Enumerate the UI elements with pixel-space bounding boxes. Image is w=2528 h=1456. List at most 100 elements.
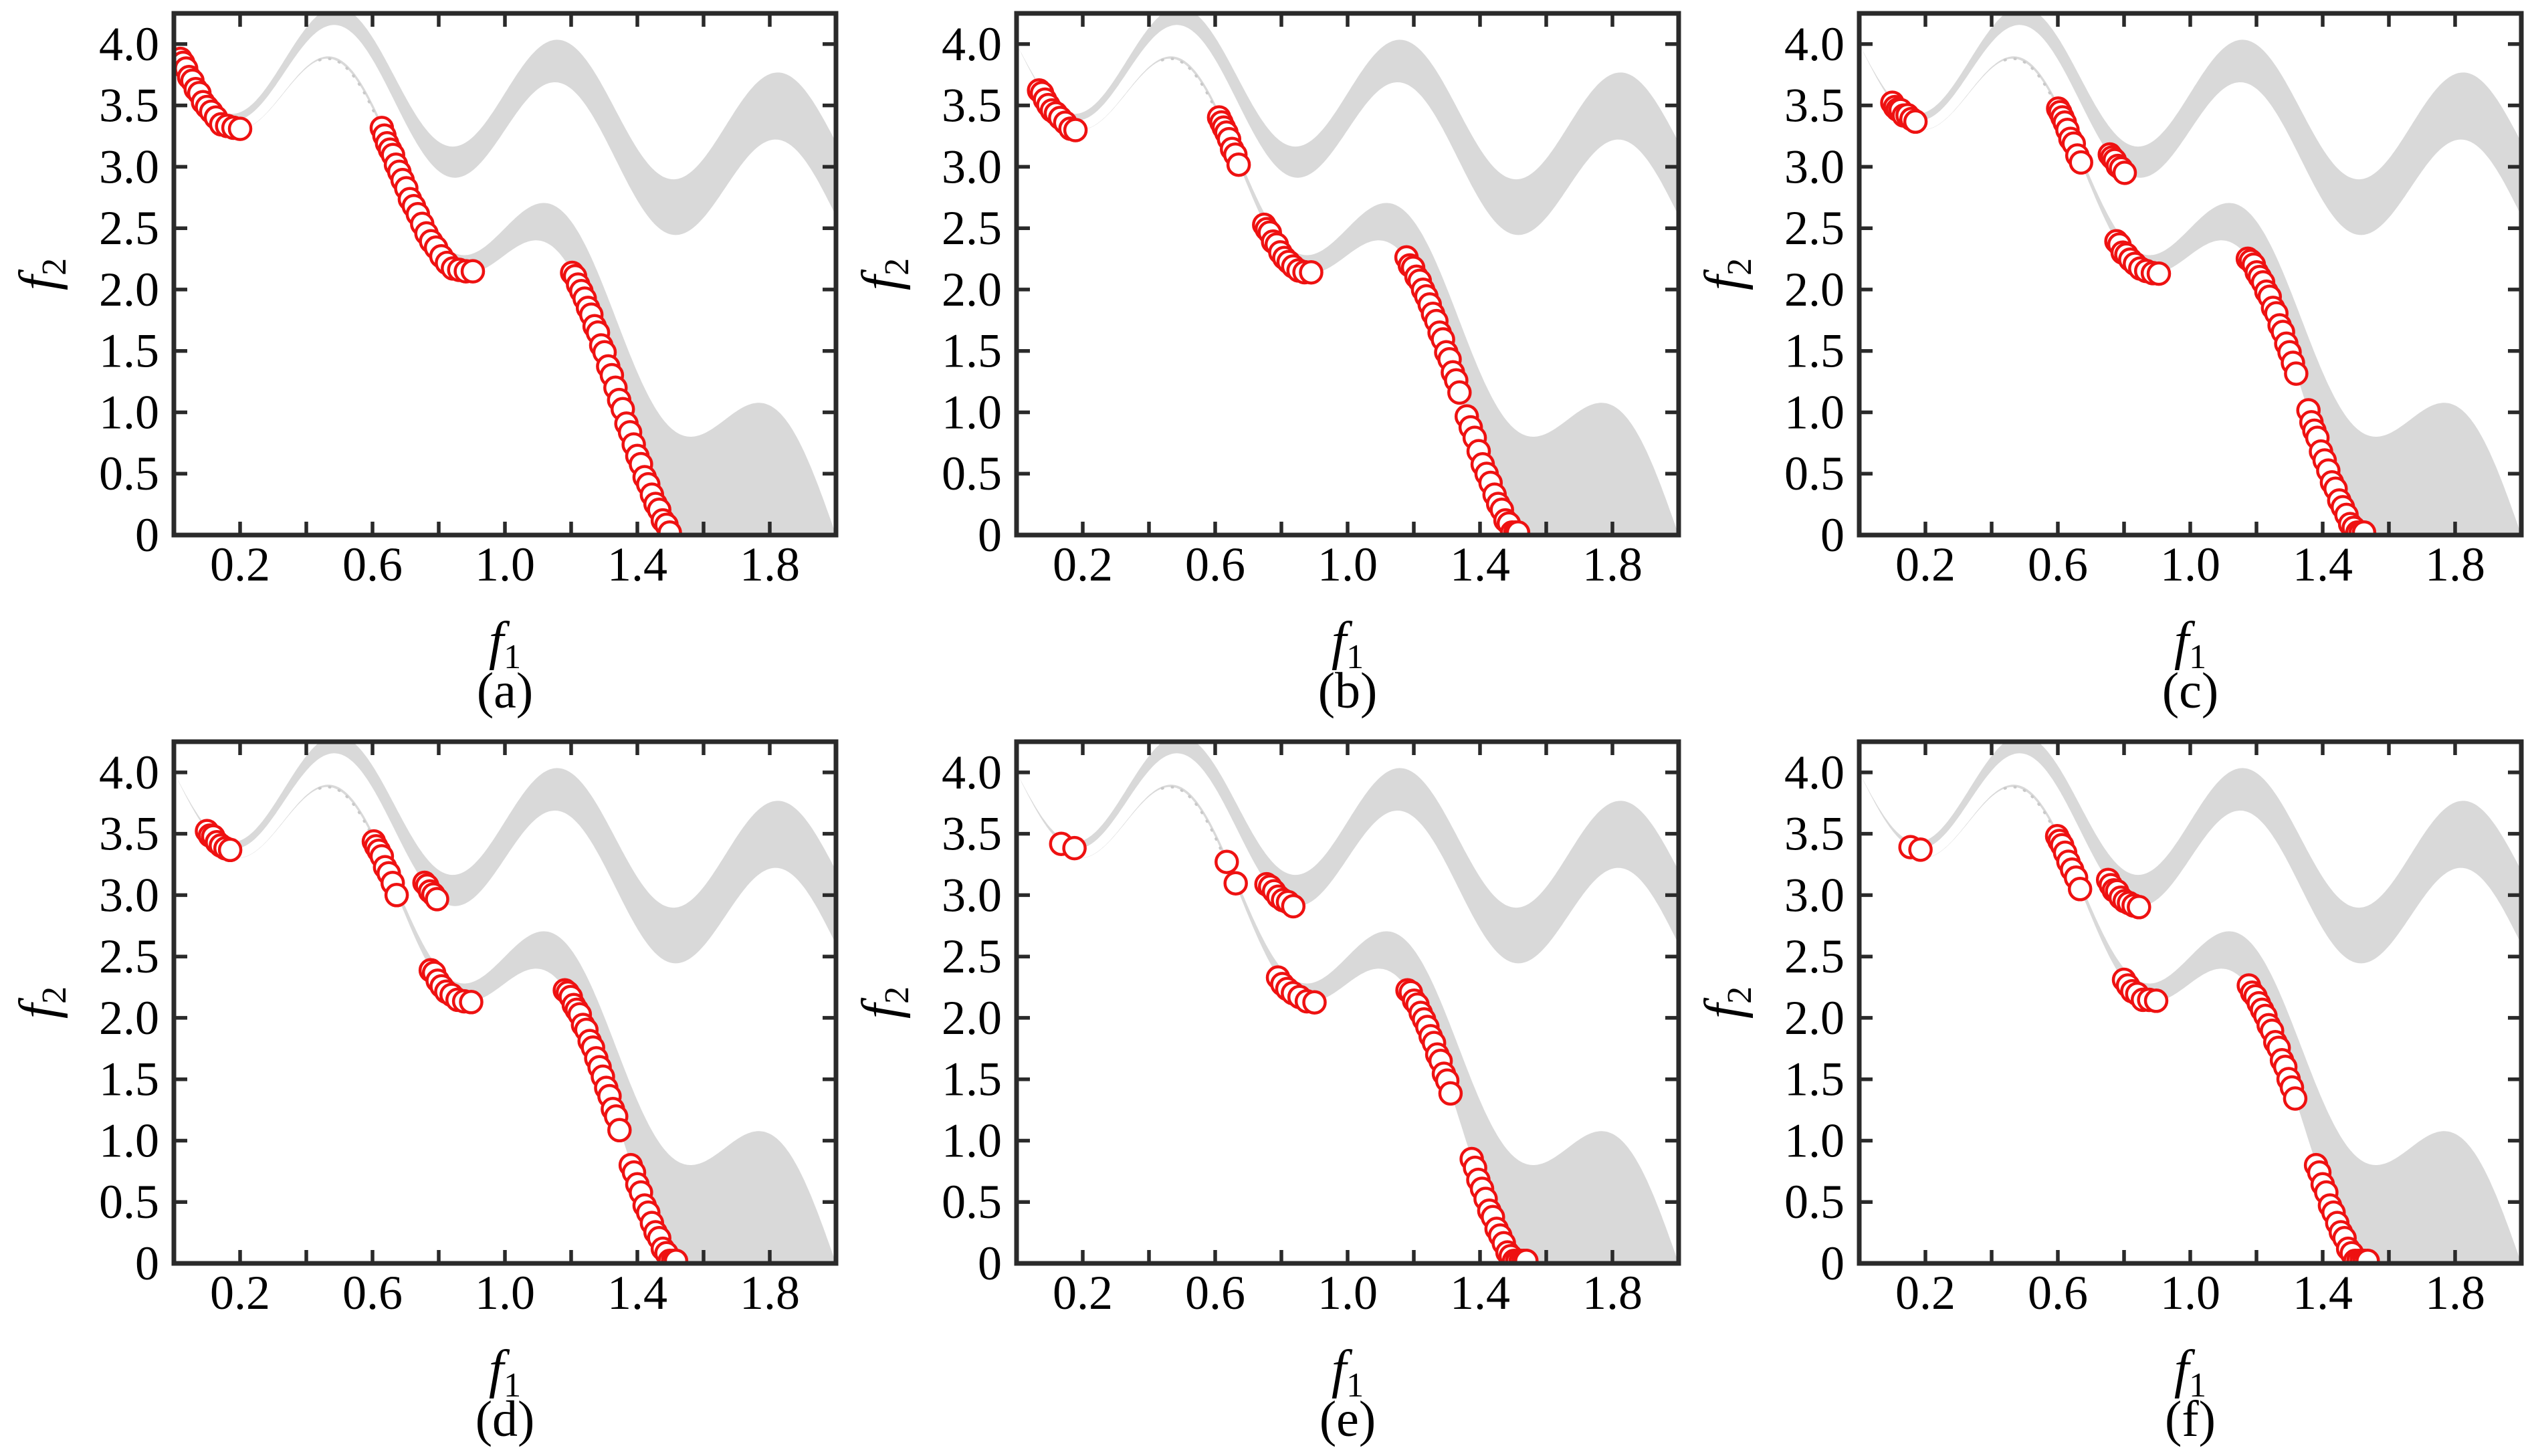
y-tick-label: 2.5 (99, 201, 159, 255)
pareto-point (1514, 1249, 1539, 1263)
x-tick-label: 1.0 (475, 538, 535, 591)
x-tick-label: 1.8 (740, 538, 800, 591)
feasible-region-band (174, 13, 836, 235)
x-tick-label: 0.2 (210, 1266, 270, 1320)
x-tick-label: 1.8 (740, 1266, 800, 1320)
y-tick-label: 4.0 (99, 746, 159, 799)
y-tick-label: 2.0 (1784, 991, 1845, 1045)
x-tick-label: 1.0 (2160, 1266, 2220, 1320)
x-tick-label: 1.4 (2293, 538, 2353, 591)
x-tick-label: 1.0 (1318, 538, 1378, 591)
y-tick-label: 2.0 (942, 991, 1002, 1045)
y-tick-label: 0 (1820, 508, 1845, 562)
y-tick-label: 0.5 (942, 1175, 1002, 1229)
feasible-region-band (174, 742, 836, 964)
y-tick-label: 1.5 (99, 1053, 159, 1106)
y-tick-label: 0 (1820, 1237, 1845, 1290)
x-tick-label: 1.8 (2425, 538, 2485, 591)
x-tick-label: 1.0 (2160, 538, 2220, 591)
feasible-region-band (1859, 772, 2521, 1263)
y-tick-label: 0.5 (99, 1175, 159, 1229)
plot-a: 0.2 0.6 1.0 1.4 1.8 0 0.5 1.0 1.5 2.0 2.5 3.0 3.5 4.0… (9, 11, 839, 719)
feasible-region-band (1017, 43, 1679, 535)
pareto-point (1903, 109, 1928, 134)
y-tick-label: 2.0 (99, 263, 159, 316)
y-tick-label: 4.0 (1784, 746, 1845, 799)
dotted-front-curve (1160, 785, 1233, 875)
y-axis-label: f2 (852, 986, 916, 1019)
y-tick-label: 2.0 (99, 991, 159, 1045)
y-tick-label: 3.5 (99, 79, 159, 132)
panel-f: 0.2 0.6 1.0 1.4 1.8 0 0.5 1.0 1.5 2.0 2.5 3.0 3.5 4.0… (1685, 728, 2528, 1456)
y-tick-label: 0.5 (1784, 447, 1845, 500)
y-axis-label: f2 (9, 258, 74, 290)
y-tick-label: 2.5 (942, 930, 1002, 983)
y-tick-label: 3.5 (1784, 79, 1845, 132)
panel-letter: (e) (1320, 1391, 1376, 1447)
pareto-point (1302, 990, 1327, 1015)
pareto-point (1505, 520, 1531, 535)
x-tick-label: 1.4 (1450, 1266, 1510, 1320)
pareto-point (1908, 837, 1933, 862)
y-tick-label: 2.5 (99, 930, 159, 983)
pareto-point (2355, 1249, 2380, 1263)
y-tick-label: 0 (978, 1237, 1002, 1290)
pareto-point (1438, 1081, 1463, 1106)
panel-letter: (d) (476, 1391, 535, 1447)
y-tick-label: 2.0 (942, 263, 1002, 316)
y-tick-label: 0 (978, 508, 1002, 562)
y-tick-label: 0 (135, 1237, 159, 1290)
x-tick-label: 1.4 (607, 538, 667, 591)
y-tick-label: 1.0 (1784, 386, 1845, 439)
y-axis-label: f2 (1695, 986, 1759, 1019)
pareto-point (2284, 361, 2309, 386)
feasible-region-band (174, 772, 836, 1263)
y-tick-label: 3.0 (99, 868, 159, 922)
pareto-point (227, 116, 253, 141)
y-axis-label: f2 (1695, 258, 1759, 290)
y-tick-label: 2.5 (1784, 201, 1845, 255)
y-tick-label: 3.5 (1784, 807, 1845, 861)
feasible-region-band (174, 43, 836, 535)
pareto-point (460, 259, 486, 284)
pareto-point (2067, 877, 2093, 902)
x-tick-label: 0.6 (342, 538, 403, 591)
y-tick-label: 1.0 (942, 386, 1002, 439)
y-tick-label: 2.0 (1784, 263, 1845, 316)
pareto-point (657, 520, 682, 535)
x-tick-label: 0.6 (342, 1266, 403, 1320)
y-tick-label: 2.5 (1784, 930, 1845, 983)
y-tick-label: 2.5 (942, 201, 1002, 255)
y-tick-label: 3.5 (942, 807, 1002, 861)
x-tick-label: 0.6 (1185, 1266, 1245, 1320)
pareto-point (663, 1249, 689, 1263)
pareto-point (1063, 118, 1088, 142)
pareto-point (2112, 161, 2137, 185)
y-tick-label: 3.0 (1784, 140, 1845, 193)
x-tick-label: 0.6 (2028, 538, 2088, 591)
x-tick-label: 1.4 (1450, 538, 1510, 591)
y-tick-label: 3.0 (942, 140, 1002, 193)
panel-letter: (c) (2162, 663, 2218, 719)
plot-b: 0.2 0.6 1.0 1.4 1.8 0 0.5 1.0 1.5 2.0 2.5 3.0 3.5 4.0… (852, 11, 1681, 719)
x-tick-label: 1.8 (1582, 1266, 1643, 1320)
pareto-point (2351, 520, 2377, 535)
pareto-point (2069, 150, 2093, 175)
panel-d: 0.2 0.6 1.0 1.4 1.8 0 0.5 1.0 1.5 2.0 2.5 3.0 3.5 4.0… (0, 728, 843, 1456)
x-tick-label: 1.8 (2425, 1266, 2485, 1320)
pareto-point (459, 990, 484, 1015)
x-tick-label: 0.2 (210, 538, 270, 591)
plot-e: 0.2 0.6 1.0 1.4 1.8 0 0.5 1.0 1.5 2.0 2.5 3.0 3.5 4.0… (852, 739, 1681, 1447)
pareto-point (1215, 849, 1239, 874)
x-tick-label: 1.4 (2293, 1266, 2353, 1320)
panel-letter: (a) (477, 663, 533, 719)
y-tick-label: 1.5 (942, 324, 1002, 378)
x-tick-label: 0.6 (1185, 538, 1245, 591)
y-tick-label: 1.5 (942, 1053, 1002, 1106)
x-tick-label: 0.2 (1053, 1266, 1113, 1320)
y-tick-label: 1.0 (942, 1114, 1002, 1168)
y-tick-label: 0.5 (99, 447, 159, 500)
panel-c: 0.2 0.6 1.0 1.4 1.8 0 0.5 1.0 1.5 2.0 2.5 3.0 3.5 4.0… (1685, 0, 2528, 728)
pareto-point (384, 883, 409, 908)
x-tick-label: 1.0 (1318, 1266, 1378, 1320)
